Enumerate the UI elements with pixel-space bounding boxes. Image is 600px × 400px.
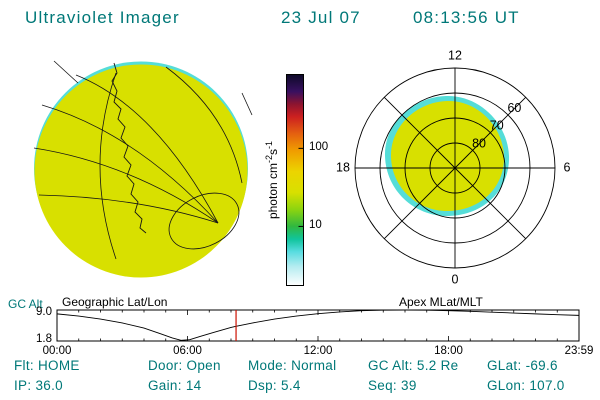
polar-plot-title: Apex MLat/MLT: [399, 295, 483, 309]
gc-alt-curve: [56, 309, 579, 341]
graticule-segment: [241, 92, 253, 116]
y-tick-min: 1.8: [36, 333, 52, 345]
time-tick-label: 06:00: [173, 345, 202, 357]
date-display: 23 Jul 07: [281, 8, 361, 27]
time-display: 08:13:56 UT: [413, 8, 520, 27]
parallel-line: [99, 72, 117, 260]
y-tick-max: 9.0: [36, 306, 52, 318]
time-tick-label: 00:00: [42, 345, 72, 357]
app-title: Ultraviolet Imager: [25, 8, 180, 27]
gc-alt-strip-chart: [56, 309, 580, 342]
ip-value: IP: 36.0: [14, 378, 63, 393]
meridian-line: [38, 194, 219, 224]
door-status: Door: Open: [148, 358, 221, 373]
mlt-label: 6: [564, 160, 571, 174]
colorbar-unit-label: photon cm-2s-1: [264, 141, 280, 219]
mlat-ring-label: 60: [507, 101, 521, 115]
earth-disk-image: [33, 60, 253, 278]
intensity-colorbar: [286, 74, 304, 286]
unit-exponent: -1: [264, 140, 274, 149]
unit-text: s: [266, 148, 280, 155]
meridian-line: [41, 104, 219, 224]
mlt-spoke: [383, 96, 456, 169]
dsp-value: Dsp: 5.4: [248, 378, 301, 393]
mlt-label: 18: [336, 160, 350, 174]
unit-text: photon cm: [266, 162, 280, 220]
time-tick-label: 12:00: [303, 345, 333, 357]
mode-status: Mode: Normal: [248, 358, 337, 373]
mlat-ring-label: 80: [472, 136, 486, 150]
disk-plot-title: Geographic Lat/Lon: [62, 295, 168, 309]
parallel-line: [165, 66, 243, 184]
glon-value: GLon: 107.0: [487, 378, 565, 393]
colorbar-tick-label: 100: [309, 140, 329, 153]
gain-value: Gain: 14: [148, 378, 202, 393]
time-tick-label: 18:00: [434, 345, 463, 357]
aurora-emission-blob: [390, 100, 505, 212]
mlt-spoke: [454, 96, 527, 169]
gc-alt-value: GC Alt: 5.2 Re: [368, 358, 459, 373]
mlt-spoke: [454, 167, 527, 240]
glat-value: GLat: -69.6: [487, 358, 558, 373]
mlt-label: 0: [452, 272, 459, 286]
mlt-label: 12: [448, 50, 462, 62]
mlt-spoke: [383, 167, 456, 240]
unit-exponent: -2: [264, 154, 274, 163]
flight-id: Flt: HOME: [14, 358, 80, 373]
graticule-segment: [53, 60, 79, 84]
terminator-ellipse: [168, 192, 240, 250]
meridian-line: [75, 74, 219, 224]
colorbar-gradient: [286, 74, 304, 286]
uv-disk: [34, 64, 248, 278]
colorbar-tick-label: 10: [309, 218, 322, 231]
time-tick-label: 23:59: [564, 345, 594, 357]
seq-value: Seq: 39: [368, 378, 417, 393]
coastline: [111, 62, 147, 234]
mlat-ring-label: 70: [490, 119, 504, 133]
time-axis-labels: 00:00 06:00 12:00 18:00 23:59: [43, 345, 594, 359]
gc-alt-axis-label: GC Alt: [8, 297, 43, 311]
